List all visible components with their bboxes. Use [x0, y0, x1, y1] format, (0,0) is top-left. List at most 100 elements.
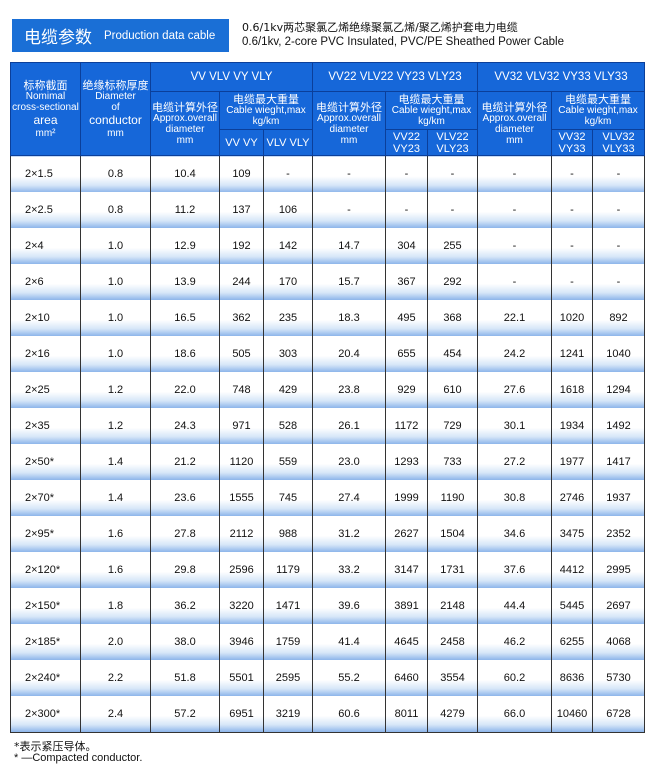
header-diameter: 电缆计算外径 Approx.overall diameter mm: [477, 91, 552, 156]
header-type-al: VLV32 VLY33: [592, 129, 645, 156]
table-cell: 2×4: [10, 228, 81, 264]
table-cell: 2.4: [80, 696, 151, 733]
table-cell: 748: [219, 372, 264, 408]
table-cell: 39.6: [312, 588, 386, 624]
table-row: 2×6 1.0 13.9 244 170 15.7 367 292- - -: [10, 264, 645, 300]
table-cell: 16.5: [150, 300, 220, 336]
table-cell: 20.4: [312, 336, 386, 372]
table-cell: 1.0: [80, 300, 151, 336]
table-cell: 2×16: [10, 336, 81, 372]
table-cell: -: [592, 192, 645, 228]
table-cell: 1471: [263, 588, 313, 624]
table-cell: 46.2: [477, 624, 552, 660]
table-cell: 610: [427, 372, 478, 408]
table-row: 2×150* 1.8 36.2 3220 1471 39.6 3891 2148 44.4 544…: [10, 588, 645, 624]
table-cell: 1190: [427, 480, 478, 516]
table-cell: 33.2: [312, 552, 386, 588]
table-cell: 1.0: [80, 336, 151, 372]
table-cell: -: [592, 155, 645, 192]
table-cell: 3147: [385, 552, 428, 588]
table-cell: 22.1: [477, 300, 552, 336]
table-cell: -: [477, 264, 552, 300]
table-cell: 11.2: [150, 192, 220, 228]
table-cell: 2×35: [10, 408, 81, 444]
table-cell: 2×95*: [10, 516, 81, 552]
table-cell: 170: [263, 264, 313, 300]
table-cell: 137: [219, 192, 264, 228]
table-cell: 1759: [263, 624, 313, 660]
table-cell: 1.4: [80, 444, 151, 480]
table-cell: 4279: [427, 696, 478, 733]
table-cell: 2×10: [10, 300, 81, 336]
table-cell: 8011: [385, 696, 428, 733]
table-cell: 10460: [551, 696, 593, 733]
table-cell: 31.2: [312, 516, 386, 552]
table-cell: 988: [263, 516, 313, 552]
table-cell: 5445: [551, 588, 593, 624]
table-cell: 1020: [551, 300, 593, 336]
table-cell: 0.8: [80, 192, 151, 228]
table-cell: 1293: [385, 444, 428, 480]
table-cell: 3475: [551, 516, 593, 552]
table-cell: -: [551, 228, 593, 264]
table-cell: 2352: [592, 516, 645, 552]
header-weight: 电缆最大重量 Cable wieght,max kg/km: [385, 91, 478, 130]
table-cell: 4645: [385, 624, 428, 660]
table-cell: 60.2: [477, 660, 552, 696]
table-row: 2×50* 1.4 21.2 1120 559 23.0 1293 733 27.2 1977 14…: [10, 444, 645, 480]
table-cell: 892: [592, 300, 645, 336]
header-diameter: 电缆计算外径 Approx.overall diameter mm: [150, 91, 220, 156]
table-cell: 1999: [385, 480, 428, 516]
table-cell: 2746: [551, 480, 593, 516]
header-group-title: VV32 VLV32 VY33 VLY33: [477, 62, 645, 92]
table-cell: 4412: [551, 552, 593, 588]
table-cell: 733: [427, 444, 478, 480]
table-cell: 30.8: [477, 480, 552, 516]
table-row: 2×300* 2.4 57.2 6951 3219 60.6 8011 4279 66.0 104…: [10, 696, 645, 733]
table-cell: 30.1: [477, 408, 552, 444]
table-cell: -: [477, 155, 552, 192]
header-group-title: VV VLV VY VLY: [150, 62, 313, 92]
table-cell: 495: [385, 300, 428, 336]
table-cell: 1555: [219, 480, 264, 516]
table-cell: 244: [219, 264, 264, 300]
table-cell: 2596: [219, 552, 264, 588]
table-cell: 23.8: [312, 372, 386, 408]
table-cell: 6460: [385, 660, 428, 696]
table-cell: 23.6: [150, 480, 220, 516]
table-cell: 38.0: [150, 624, 220, 660]
table-cell: -: [477, 192, 552, 228]
table-cell: 2458: [427, 624, 478, 660]
table-cell: 3220: [219, 588, 264, 624]
table-cell: 21.2: [150, 444, 220, 480]
table-row: 2×240* 2.2 51.8 5501 2595 55.2 6460 3554 60.2 863…: [10, 660, 645, 696]
table-cell: 429: [263, 372, 313, 408]
table-cell: 14.7: [312, 228, 386, 264]
table-cell: 2×50*: [10, 444, 81, 480]
table-cell: 10.4: [150, 155, 220, 192]
table-cell: 362: [219, 300, 264, 336]
table-cell: 5730: [592, 660, 645, 696]
table-cell: -: [312, 155, 386, 192]
table-cell: -: [551, 155, 593, 192]
table-cell: 2×1.5: [10, 155, 81, 192]
table-cell: -: [551, 264, 593, 300]
table-cell: 1.6: [80, 516, 151, 552]
table-cell: 1.8: [80, 588, 151, 624]
table-cell: -: [385, 192, 428, 228]
table-cell: -: [385, 155, 428, 192]
table-cell: 235: [263, 300, 313, 336]
table-cell: 192: [219, 228, 264, 264]
table-cell: 2112: [219, 516, 264, 552]
table-cell: 4068: [592, 624, 645, 660]
table-cell: 51.8: [150, 660, 220, 696]
table-cell: 41.4: [312, 624, 386, 660]
table-cell: 26.1: [312, 408, 386, 444]
table-cell: 12.9: [150, 228, 220, 264]
table-cell: 34.6: [477, 516, 552, 552]
note-en: * —Compacted conductor.: [14, 752, 143, 764]
table-cell: 36.2: [150, 588, 220, 624]
table-cell: 1179: [263, 552, 313, 588]
table-cell: -: [592, 228, 645, 264]
table-cell: 1417: [592, 444, 645, 480]
